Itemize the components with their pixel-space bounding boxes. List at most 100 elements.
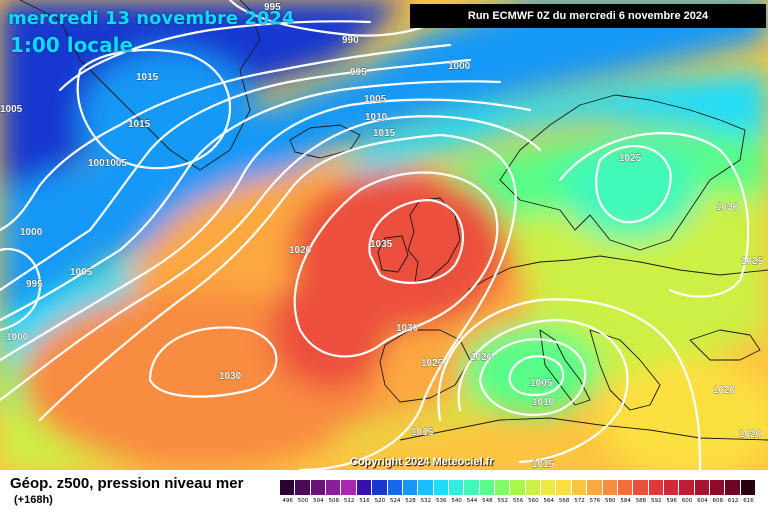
legend-value: 592 — [651, 498, 662, 504]
legend-value: 588 — [635, 498, 647, 504]
isobar-label: 1035 — [370, 239, 393, 250]
black-sea-coast — [689, 329, 761, 361]
legend-swatch — [510, 480, 526, 495]
legend-labels: 496 500 504 508 512 516 520 524 528 532 536 540 544 5… — [280, 498, 756, 504]
isobar-med-1015 — [457, 318, 629, 464]
isobar-label: 1025 — [421, 358, 444, 369]
isobar-label: 995 — [264, 2, 281, 13]
legend-swatch — [356, 480, 373, 495]
isobar-label: 1015 — [136, 72, 159, 83]
legend-swatch — [310, 480, 327, 495]
legend-swatch — [387, 480, 403, 495]
isobar-label: 1030 — [716, 202, 739, 213]
field-title: Géop. z500, pression niveau mer — [10, 475, 244, 492]
legend-value: 512 — [343, 498, 355, 504]
isobar-label: 1015 — [128, 119, 151, 130]
isobar-label: 1000 — [448, 61, 471, 72]
legend-value: 500 — [297, 498, 309, 504]
legend-value: 540 — [451, 498, 462, 504]
isobar-label: 1020 — [470, 352, 493, 363]
field-cyan — [0, 70, 768, 370]
legend-swatch — [648, 480, 664, 495]
isobar-990 — [228, 0, 442, 37]
legend-swatch — [556, 480, 572, 495]
legend-swatch — [433, 480, 449, 495]
legend-value: 508 — [328, 498, 340, 504]
legend-value: 564 — [543, 498, 555, 504]
isobar-label: 1001005 — [88, 158, 127, 169]
isobar-med-1005 — [508, 355, 565, 397]
isobars — [0, 0, 750, 470]
copyright-notice: Copyright 2024 Meteociel.fr — [350, 456, 494, 468]
legend-swatch — [725, 480, 741, 495]
isobar-label: 1025 — [619, 153, 642, 164]
legend-value: 556 — [512, 498, 524, 504]
legend-swatch — [372, 480, 388, 495]
isobar-label: 1000 — [20, 227, 43, 238]
legend-swatch — [679, 480, 695, 495]
legend-value: 580 — [604, 498, 616, 504]
legend-swatch — [710, 480, 726, 495]
isobar-1025 — [38, 133, 517, 470]
color-legend: 496 500 504 508 512 516 520 524 528 532 536 540 544 5… — [280, 480, 757, 510]
isobar-1030 — [293, 171, 499, 358]
isobar-label: 1030 — [396, 323, 419, 334]
iceland-coast — [289, 124, 361, 159]
legend-value: 516 — [359, 498, 370, 504]
legend-swatch — [402, 480, 419, 495]
legend-swatch — [448, 480, 465, 495]
field-greenland-cyan — [80, 50, 260, 190]
isobar-label: 1010 — [365, 112, 388, 123]
legend-value: 496 — [282, 498, 293, 504]
legend-swatch — [341, 480, 357, 495]
footer-bar: Géop. z500, pression niveau mer (+168h) … — [0, 470, 768, 512]
isobar-label: 1015 — [373, 128, 396, 139]
isobar-label: 1000 — [6, 332, 29, 343]
legend-value: 568 — [558, 498, 570, 504]
isobar-scand-1025 — [595, 145, 672, 224]
isobar-label: 995 — [350, 67, 367, 78]
isobar-1020 — [0, 115, 542, 402]
legend-value: 596 — [666, 498, 677, 504]
isobar-1035 — [368, 198, 464, 284]
field-red-south — [270, 270, 390, 390]
legend-value: 536 — [436, 498, 447, 504]
isobar-label: 1005 — [530, 378, 553, 389]
land-outlines — [19, 0, 768, 441]
isobar-label: 1010 — [532, 397, 555, 408]
isobar-label: 1005 — [364, 94, 387, 105]
field-mid-blue — [0, 0, 768, 330]
isobar-label: 1020 — [289, 245, 312, 256]
isobar-label: 1030 — [219, 371, 242, 382]
isobar-left-low — [0, 247, 42, 332]
legend-swatch — [479, 480, 496, 495]
legend-value: 504 — [313, 498, 324, 504]
legend-swatch — [633, 480, 649, 495]
legend-swatch — [571, 480, 588, 495]
isobar-label: 990 — [342, 35, 359, 46]
legend-swatch — [326, 480, 342, 495]
field-scandinavia-green — [560, 140, 700, 240]
uk-coast — [407, 197, 461, 283]
legend-swatch — [295, 480, 311, 495]
isobar-label: 1020 — [739, 429, 762, 440]
legend-swatch — [418, 480, 434, 495]
legend-value: 552 — [497, 498, 508, 504]
lead-time: (+168h) — [14, 494, 53, 506]
legend-value: 604 — [697, 498, 708, 504]
isobar-labels: 995 990 1015 1000 995 1005 1005 1010 101… — [0, 2, 764, 470]
ireland-coast — [377, 235, 409, 273]
legend-swatch — [495, 480, 511, 495]
run-info-box: Run ECMWF 0Z du mercredi 6 novembre 2024 — [410, 4, 766, 28]
isobar-med-1010 — [478, 338, 587, 417]
legend-swatch — [525, 480, 542, 495]
continent-coast — [467, 255, 768, 291]
legend-swatch — [602, 480, 618, 495]
legend-swatch — [541, 480, 557, 495]
isobar-label: 1005 — [70, 267, 93, 278]
isobar-1010 — [0, 80, 502, 322]
weather-map: 995 990 1015 1000 995 1005 1005 1010 101… — [0, 0, 768, 470]
italy-coast — [539, 329, 591, 406]
legend-value: 612 — [727, 498, 739, 504]
